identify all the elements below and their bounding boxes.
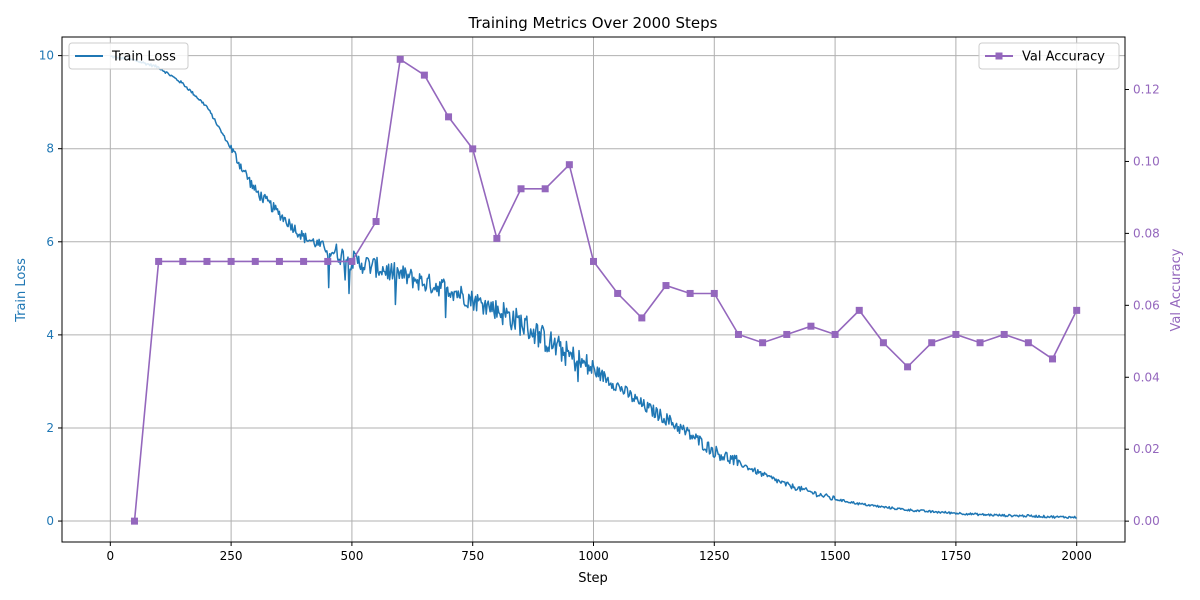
x-tick-label: 1250 — [699, 549, 730, 563]
val-accuracy-point — [662, 282, 670, 290]
x-axis-ticks: 0 250 500 750 1000 1250 1500 1750 2000 — [106, 542, 1092, 563]
val-accuracy-point — [324, 257, 332, 265]
legend-val-accuracy: Val Accuracy — [978, 42, 1120, 70]
val-accuracy-point — [517, 185, 525, 193]
left-y-tick-label: 4 — [46, 328, 54, 342]
right-y-tick-label: 0.12 — [1133, 83, 1160, 97]
val-accuracy-point — [710, 289, 718, 297]
legend-train-loss: Train Loss — [68, 42, 189, 70]
x-tick-label: 0 — [106, 549, 114, 563]
x-tick-label: 1500 — [820, 549, 851, 563]
val-accuracy-line — [133, 57, 1078, 522]
val-accuracy-point — [638, 314, 646, 322]
val-accuracy-point — [879, 339, 887, 347]
right-y-tick-label: 0.04 — [1133, 370, 1160, 384]
right-y-tick-label: 0.08 — [1133, 226, 1160, 240]
chart-title: Training Metrics Over 2000 Steps — [468, 14, 718, 32]
legend-box — [978, 42, 1120, 70]
x-tick-label: 750 — [461, 549, 484, 563]
val-accuracy-series — [130, 55, 1081, 525]
x-tick-label: 1000 — [578, 549, 609, 563]
right-y-tick-label: 0.10 — [1133, 154, 1160, 168]
val-accuracy-point — [759, 339, 767, 347]
right-y-axis-label: Val Accuracy — [1169, 248, 1184, 331]
val-accuracy-point — [541, 185, 549, 193]
val-accuracy-point — [445, 113, 453, 121]
left-y-axis-label: Train Loss — [14, 258, 29, 323]
x-tick-label: 500 — [340, 549, 363, 563]
train-loss-line — [110, 55, 1077, 520]
right-y-tick-label: 0.02 — [1133, 442, 1160, 456]
left-y-tick-label: 10 — [39, 49, 54, 63]
val-accuracy-point — [396, 55, 404, 63]
val-accuracy-point — [686, 289, 694, 297]
right-y-axis-ticks: 0.00 0.02 0.04 0.06 0.08 0.10 0.12 — [1125, 83, 1160, 528]
val-accuracy-point — [469, 145, 477, 153]
val-accuracy-point — [734, 330, 742, 338]
val-accuracy-point — [130, 517, 138, 525]
val-accuracy-point — [1000, 330, 1008, 338]
val-accuracy-point — [203, 257, 211, 265]
legend-label-train-loss: Train Loss — [111, 50, 176, 65]
val-accuracy-point — [590, 257, 597, 265]
val-accuracy-point — [275, 257, 283, 265]
left-y-tick-label: 2 — [46, 421, 54, 435]
grid — [62, 37, 1125, 542]
right-y-tick-label: 0.06 — [1133, 298, 1160, 312]
val-accuracy-point — [855, 306, 863, 314]
val-accuracy-point — [831, 330, 839, 338]
x-tick-label: 250 — [220, 549, 243, 563]
left-y-tick-label: 6 — [46, 235, 54, 249]
val-accuracy-point — [300, 257, 308, 265]
val-accuracy-point — [1049, 355, 1057, 363]
train-loss-series — [110, 55, 1077, 520]
legend-marker-val-accuracy — [995, 52, 1003, 60]
val-accuracy-point — [904, 363, 912, 371]
val-accuracy-point — [614, 289, 622, 297]
left-y-tick-label: 0 — [46, 514, 54, 528]
val-accuracy-point — [1073, 306, 1081, 314]
val-accuracy-point — [493, 234, 501, 242]
val-accuracy-point — [372, 218, 380, 226]
val-accuracy-point — [155, 257, 163, 265]
val-accuracy-point — [420, 71, 428, 79]
val-accuracy-point — [1024, 339, 1032, 347]
left-y-tick-label: 8 — [46, 142, 54, 156]
val-accuracy-point — [227, 257, 235, 265]
legend-label-val-accuracy: Val Accuracy — [1022, 50, 1105, 65]
val-accuracy-point — [783, 330, 791, 338]
val-accuracy-point — [952, 330, 960, 338]
val-accuracy-point — [251, 257, 259, 265]
x-axis-label: Step — [578, 571, 608, 586]
right-y-tick-label: 0.00 — [1133, 514, 1160, 528]
left-y-axis-ticks: 0 2 4 6 8 10 — [39, 49, 62, 528]
legend-box — [68, 42, 189, 70]
val-accuracy-point — [179, 257, 187, 265]
val-accuracy-point — [928, 339, 936, 347]
val-accuracy-point — [976, 339, 984, 347]
x-tick-label: 2000 — [1061, 549, 1092, 563]
x-tick-label: 1750 — [941, 549, 972, 563]
val-accuracy-point — [807, 322, 815, 330]
val-accuracy-point — [348, 257, 356, 265]
val-accuracy-point — [565, 161, 573, 169]
